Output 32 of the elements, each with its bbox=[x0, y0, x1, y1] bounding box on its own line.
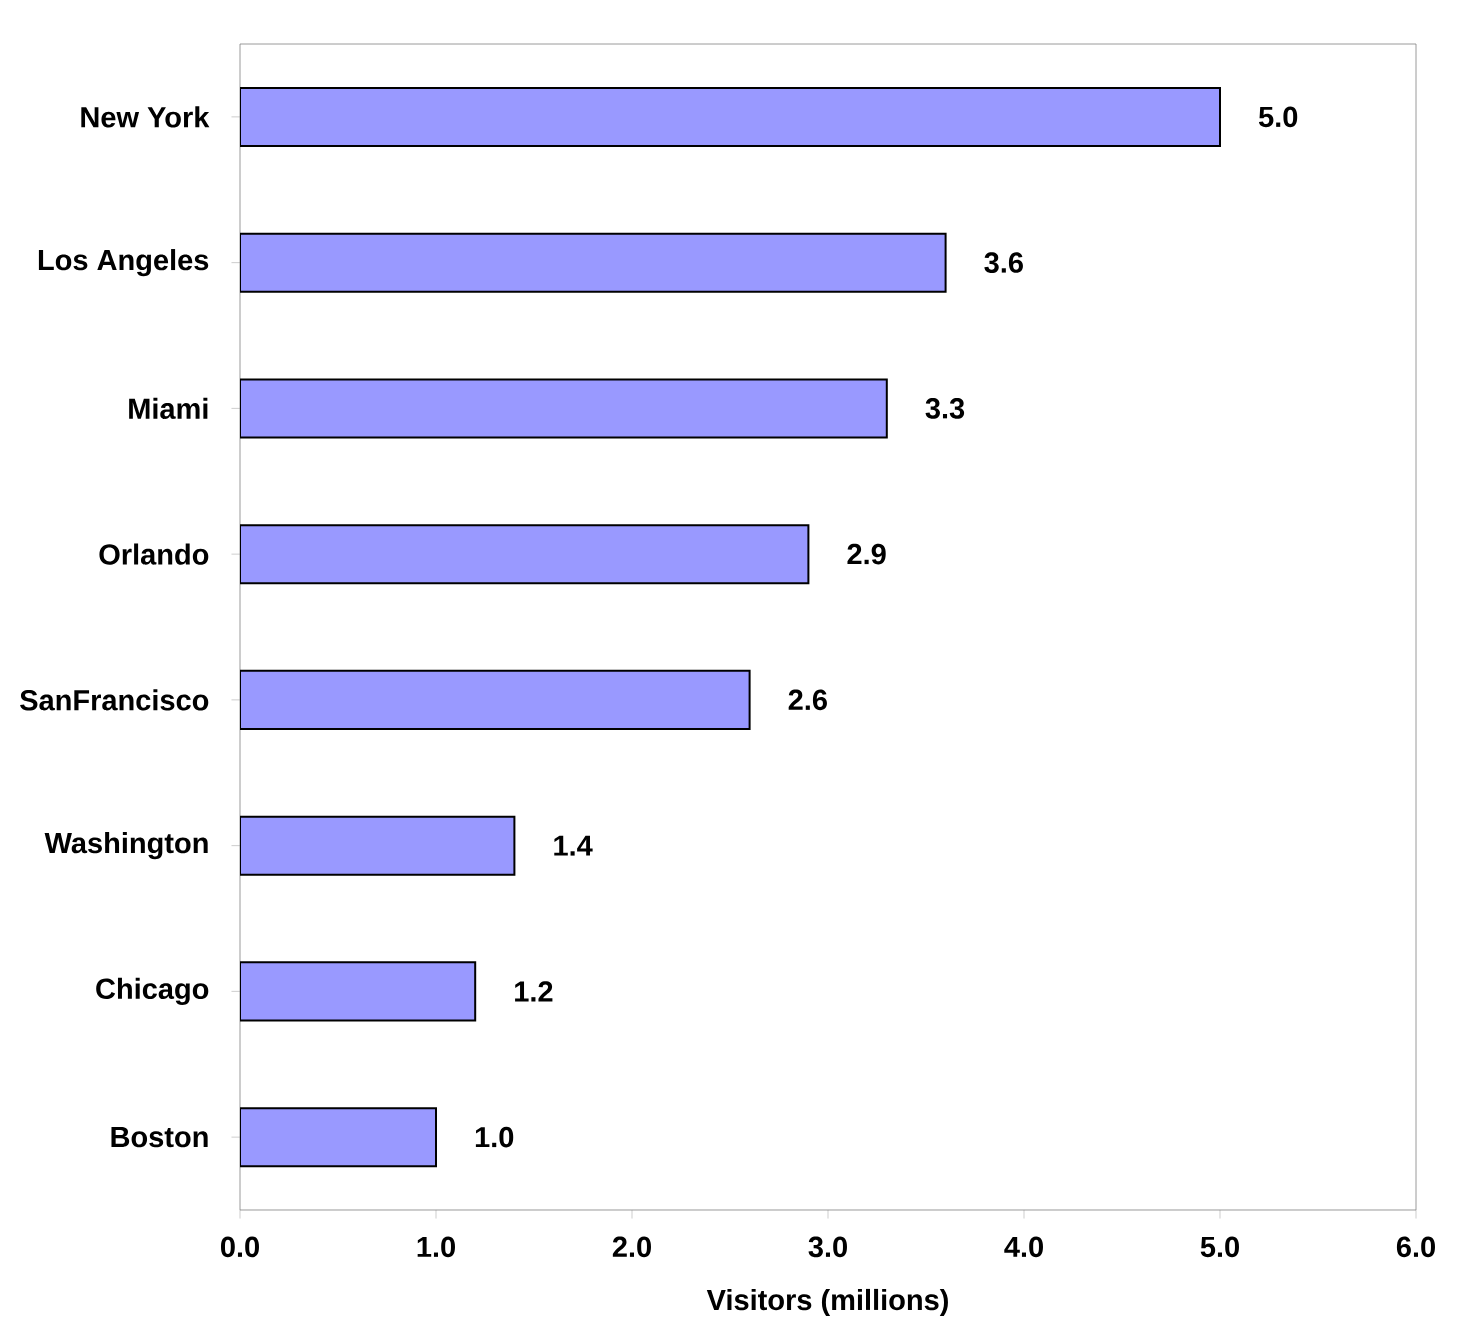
data-label: 2.6 bbox=[788, 689, 827, 711]
bar bbox=[240, 669, 751, 730]
bar bbox=[240, 961, 477, 1022]
x-axis-title: Visitors (millions) bbox=[706, 1288, 948, 1316]
y-tick-label: Miami bbox=[129, 397, 208, 420]
y-tick-label: Los Angeles bbox=[38, 249, 209, 277]
x-tick-label: 4.0 bbox=[1004, 1236, 1043, 1258]
data-label: 1.0 bbox=[475, 1126, 514, 1148]
x-tick-label: 2.0 bbox=[612, 1236, 651, 1258]
data-label: 3.6 bbox=[984, 252, 1023, 273]
x-tick-label: 5.0 bbox=[1200, 1236, 1239, 1258]
y-tick-label: Boston bbox=[111, 1127, 208, 1148]
x-tick-label: 3.0 bbox=[808, 1236, 847, 1258]
y-tick-label: Chicago bbox=[96, 977, 209, 1005]
bar bbox=[240, 815, 516, 876]
y-tick-label: Orlando bbox=[99, 543, 209, 565]
x-tick-label: 6.0 bbox=[1396, 1236, 1435, 1258]
data-label: 2.9 bbox=[847, 543, 886, 565]
x-tick-label: 0.0 bbox=[221, 1236, 259, 1258]
y-tick-label: SanFrancisco bbox=[20, 689, 209, 711]
bar bbox=[240, 378, 888, 439]
bar bbox=[240, 1107, 438, 1168]
data-label: 1.2 bbox=[515, 981, 553, 1002]
bar bbox=[240, 524, 810, 585]
data-label: 5.0 bbox=[1258, 106, 1298, 128]
bar bbox=[240, 232, 947, 293]
y-tick-label: New York bbox=[81, 106, 210, 128]
data-label: 1.4 bbox=[554, 835, 593, 856]
x-tick-label: 1.0 bbox=[417, 1236, 455, 1258]
data-label: 3.3 bbox=[925, 398, 965, 419]
y-tick-label: Washington bbox=[44, 832, 208, 860]
bar bbox=[240, 86, 1221, 147]
